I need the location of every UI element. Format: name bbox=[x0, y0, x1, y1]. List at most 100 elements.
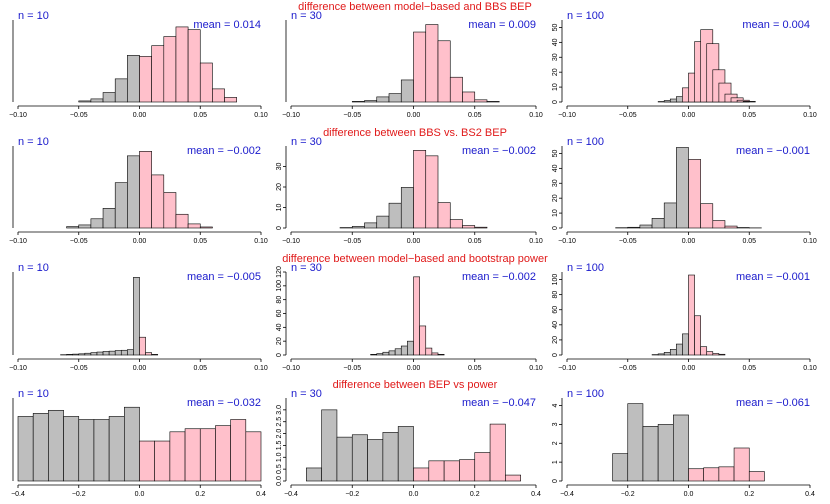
y-tick-label: 0 bbox=[552, 100, 559, 104]
x-tick-label: −0.05 bbox=[70, 365, 88, 372]
y-tick-label: 0 bbox=[552, 226, 559, 230]
y-tick-label: 3.0 bbox=[276, 405, 283, 415]
histogram-bar bbox=[184, 428, 201, 482]
histogram-bar bbox=[651, 218, 665, 229]
histogram-bar bbox=[449, 76, 463, 103]
y-tick-label: 50 bbox=[552, 23, 559, 31]
x-tick-label: 0.00 bbox=[133, 238, 147, 245]
histogram-bar bbox=[425, 24, 439, 103]
histogram-bar bbox=[376, 215, 390, 229]
x-tick-label: 0.05 bbox=[193, 365, 207, 372]
histogram-bar bbox=[102, 92, 116, 103]
histogram-bar bbox=[428, 460, 445, 482]
histogram-bar bbox=[169, 431, 186, 482]
y-tick-label: 10 bbox=[552, 83, 559, 91]
histogram-bar bbox=[163, 192, 177, 229]
mean-label: mean = 0.004 bbox=[742, 19, 810, 31]
x-tick-label: 0.10 bbox=[803, 112, 817, 119]
histogram-bar bbox=[336, 436, 353, 482]
x-tick-label: −0.05 bbox=[619, 112, 637, 119]
histogram-bar bbox=[703, 467, 720, 482]
histogram-bar bbox=[688, 468, 704, 482]
histogram-bar bbox=[90, 218, 104, 229]
histogram-bar bbox=[474, 99, 488, 103]
y-tick-label: 100 bbox=[552, 274, 559, 286]
histogram-bar bbox=[215, 425, 231, 482]
x-tick-label: 0.10 bbox=[803, 365, 817, 372]
x-tick-label: −0.2 bbox=[345, 491, 359, 498]
x-tick-label: −0.10 bbox=[9, 365, 27, 372]
y-tick-label: 0 bbox=[552, 353, 559, 357]
histogram-bar bbox=[431, 352, 439, 356]
histogram-bar bbox=[712, 220, 726, 229]
histogram-bar bbox=[437, 40, 451, 103]
histogram-bar bbox=[742, 101, 756, 103]
x-tick-label: 0.10 bbox=[529, 365, 543, 372]
histogram-bar bbox=[688, 159, 701, 229]
y-tick-label: 60 bbox=[276, 310, 283, 318]
y-tick-label: 4 bbox=[552, 403, 559, 407]
x-tick-label: −0.10 bbox=[558, 112, 576, 119]
x-tick-label: −0.2 bbox=[72, 491, 86, 498]
histogram-bar bbox=[459, 459, 476, 482]
x-tick-label: 0.05 bbox=[193, 112, 207, 119]
histogram-bar bbox=[145, 352, 152, 356]
panel-r2-c1: −0.10 −0.05 0.00 0.05 0.10 n = 10 mean = −0.00… bbox=[9, 136, 268, 245]
mean-label: mean = −0.002 bbox=[462, 145, 536, 157]
histogram-bar bbox=[139, 56, 152, 103]
histogram-bar bbox=[151, 174, 165, 229]
x-tick-label: −0.10 bbox=[9, 112, 27, 119]
y-tick-label: 1.5 bbox=[276, 440, 283, 450]
x-tick-label: −0.4 bbox=[284, 491, 298, 498]
histogram-bar bbox=[175, 26, 189, 103]
histogram-bar bbox=[718, 353, 726, 356]
sample-size-label: n = 100 bbox=[567, 10, 604, 22]
y-tick-label: 2.5 bbox=[276, 417, 283, 427]
x-tick-label: 0.2 bbox=[744, 491, 754, 498]
histogram-bar bbox=[388, 350, 396, 356]
x-tick-label: 0.10 bbox=[254, 365, 268, 372]
x-tick-label: −0.05 bbox=[343, 238, 361, 245]
y-tick-label: 20 bbox=[276, 337, 283, 345]
histogram-bar bbox=[370, 354, 378, 356]
x-tick-label: 0.0 bbox=[135, 491, 145, 498]
histogram-bar bbox=[163, 36, 177, 103]
x-tick-label: 0.0 bbox=[684, 491, 694, 498]
row-3-title: difference between model−based and boots… bbox=[282, 253, 548, 265]
x-tick-label: 0.00 bbox=[407, 365, 421, 372]
histogram-bar bbox=[66, 226, 80, 229]
panel-r2-c2: −0.10 −0.05 0.00 0.05 0.10 0 10 20 30 n = 30 mean … bbox=[276, 136, 543, 245]
y-tick-label: 0 bbox=[276, 226, 283, 230]
histogram-bar bbox=[96, 351, 104, 356]
histogram-bar bbox=[612, 453, 629, 482]
histogram-bar bbox=[489, 423, 506, 482]
mean-label: mean = −0.032 bbox=[187, 397, 261, 409]
histogram-bar bbox=[673, 414, 689, 482]
mean-label: mean = −0.005 bbox=[187, 271, 261, 283]
y-tick-label: 10 bbox=[276, 204, 283, 212]
histogram-bar bbox=[199, 428, 216, 482]
histogram-bar bbox=[212, 88, 225, 103]
y-tick-label: 2 bbox=[552, 441, 559, 445]
histogram-bar bbox=[724, 225, 738, 229]
histogram-bar bbox=[139, 151, 152, 229]
histogram-bar bbox=[700, 203, 714, 229]
histogram-bar bbox=[127, 155, 140, 229]
histogram-bar bbox=[90, 352, 98, 356]
y-tick-label: 30 bbox=[552, 179, 559, 187]
histogram-bar bbox=[90, 98, 104, 103]
histogram-bar bbox=[66, 354, 73, 356]
histogram-bar bbox=[351, 101, 365, 103]
mean-label: mean = 0.014 bbox=[193, 19, 261, 31]
x-tick-label: 0.10 bbox=[254, 238, 268, 245]
panel-r1-c3: −0.10 −0.05 0.00 0.05 0.10 0 10 20 30 40 50 n = 100… bbox=[552, 10, 817, 119]
histogram-bar bbox=[17, 416, 34, 482]
histogram-bar bbox=[505, 474, 521, 482]
histogram-bar bbox=[382, 432, 399, 482]
histogram-bar bbox=[388, 93, 402, 103]
sample-size-label: n = 30 bbox=[291, 388, 322, 400]
histogram-bar bbox=[657, 353, 665, 356]
x-tick-label: 0.10 bbox=[254, 112, 268, 119]
histogram-bar bbox=[245, 431, 262, 482]
